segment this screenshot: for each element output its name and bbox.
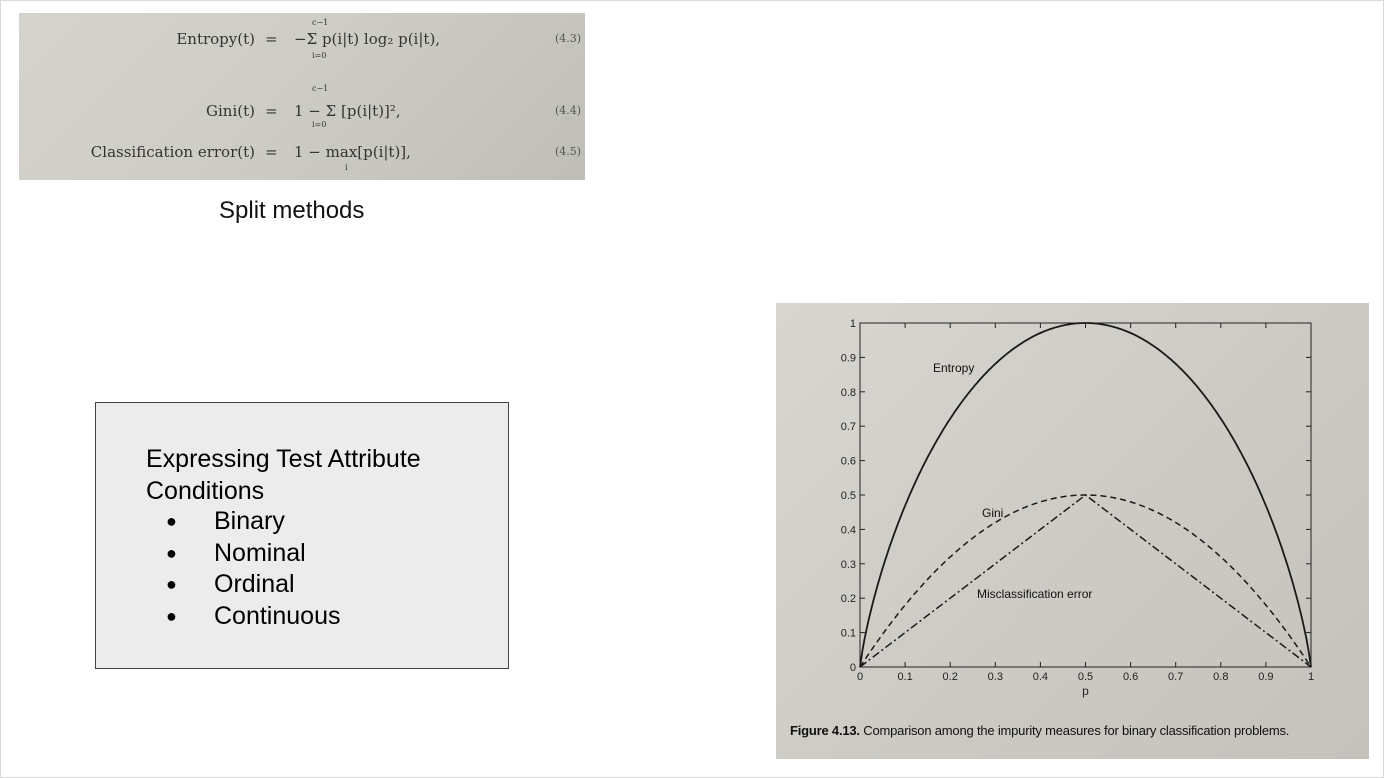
attribute-conditions-list: ● Binary ● Nominal ● Ordinal ● Continuous: [146, 506, 340, 632]
series-annotation-label: Misclassification error: [977, 587, 1092, 601]
y-tick-label: 0.1: [841, 628, 856, 640]
list-item: ● Continuous: [146, 601, 340, 633]
formula-image: Entropy(t) = −Σ p(i|t) log₂ p(i|t), c−1 …: [19, 13, 585, 180]
list-item: ● Nominal: [146, 538, 340, 570]
impurity-chart: 0 0.1 0.2 0.3 0.4 0.5 0.6 0.7 0.8 0.9 1 0 0.1 0.2 0.3 0…: [841, 318, 1314, 698]
list-item: ● Binary: [146, 506, 340, 538]
list-item: ● Ordinal: [146, 569, 340, 601]
bullet-icon: ●: [166, 511, 177, 531]
y-tick-label: 0.9: [841, 352, 856, 364]
x-tick-label: 0.4: [1033, 671, 1048, 683]
equation-number: (4.4): [555, 104, 582, 117]
figure-caption: Figure 4.13. Comparison among the impuri…: [790, 723, 1289, 738]
x-axis-label: p: [1082, 684, 1089, 698]
x-tick-label: 0.7: [1168, 671, 1183, 683]
formula-row-entropy: Entropy(t) = −Σ p(i|t) log₂ p(i|t), c−1 …: [19, 18, 585, 60]
formula-rhs: 1 − Σ [p(i|t)]²,: [294, 102, 401, 120]
y-tick-label: 1: [850, 318, 856, 330]
max-subscript: i: [345, 163, 348, 172]
sum-bottom-limit: i=0: [312, 51, 327, 60]
list-item-label: Nominal: [214, 538, 306, 567]
y-tick-label: 0.7: [841, 421, 856, 433]
formula-lhs: Entropy(t): [176, 30, 255, 48]
sum-bottom-limit: i=0: [312, 120, 327, 129]
split-methods-caption: Split methods: [219, 197, 365, 224]
formula-row-classification-error: Classification error(t) = 1 − max[p(i|t)…: [19, 131, 585, 172]
attribute-conditions-box: Expressing Test Attribute Conditions ● Bi…: [95, 402, 509, 669]
formula-eq: =: [265, 143, 278, 161]
x-tick-label: 0.2: [943, 671, 958, 683]
figure-caption-label: Figure 4.13.: [790, 723, 860, 738]
list-item-label: Binary: [214, 507, 285, 535]
y-tick-label: 0: [850, 662, 856, 674]
y-tick-label: 0.8: [841, 387, 856, 399]
y-tick-label: 0.3: [841, 559, 856, 571]
x-tick-label: 0.5: [1078, 671, 1093, 683]
equation-number: (4.3): [555, 32, 582, 45]
bullet-icon: ●: [166, 574, 177, 594]
series-line-gini: [859, 494, 1312, 668]
impurity-figure-image: 0 0.1 0.2 0.3 0.4 0.5 0.6 0.7 0.8 0.9 1 0 0.1 0.2 0.3 0…: [776, 303, 1369, 759]
list-item-label: Continuous: [214, 601, 341, 630]
figure-caption-text: Comparison among the impurity measures f…: [863, 723, 1290, 738]
equation-number: (4.5): [555, 145, 582, 158]
y-tick-label: 0.6: [841, 456, 856, 468]
x-tick-label: 0.9: [1258, 671, 1273, 683]
x-tick-label: 0.6: [1123, 671, 1138, 683]
formula-lhs: Classification error(t): [90, 143, 255, 161]
y-tick-label: 0.2: [841, 593, 856, 605]
formula-eq: =: [265, 102, 278, 120]
series-annotation-label: Entropy: [933, 361, 974, 375]
formula-rhs: −Σ p(i|t) log₂ p(i|t),: [294, 30, 441, 48]
x-tick-label: 0: [857, 671, 863, 683]
y-tick-label: 0.5: [841, 490, 856, 502]
attribute-conditions-title: Expressing Test Attribute Conditions: [146, 445, 421, 505]
formula-eq: =: [265, 30, 278, 48]
sum-top-limit: c−1: [312, 84, 329, 93]
formula-rhs: 1 − max[p(i|t)],: [294, 143, 411, 161]
x-tick-label: 0.1: [897, 671, 912, 683]
sum-top-limit: c−1: [312, 18, 329, 27]
x-tick-label: 1: [1308, 671, 1314, 683]
x-tick-label: 0.8: [1213, 671, 1228, 683]
formula-row-gini: Gini(t) = 1 − Σ [p(i|t)]², c−1 i=0 (4.4): [19, 84, 585, 130]
bullet-icon: ●: [166, 605, 177, 626]
y-tick-label: 0.4: [841, 524, 856, 536]
series-line-misclassification-error: [859, 494, 1312, 668]
formula-lhs: Gini(t): [206, 102, 255, 120]
bullet-icon: ●: [166, 542, 177, 563]
series-line-entropy: [859, 322, 1312, 668]
list-item-label: Ordinal: [214, 570, 295, 598]
x-tick-label: 0.3: [988, 671, 1003, 683]
series-annotation-label: Gini: [982, 506, 1003, 520]
